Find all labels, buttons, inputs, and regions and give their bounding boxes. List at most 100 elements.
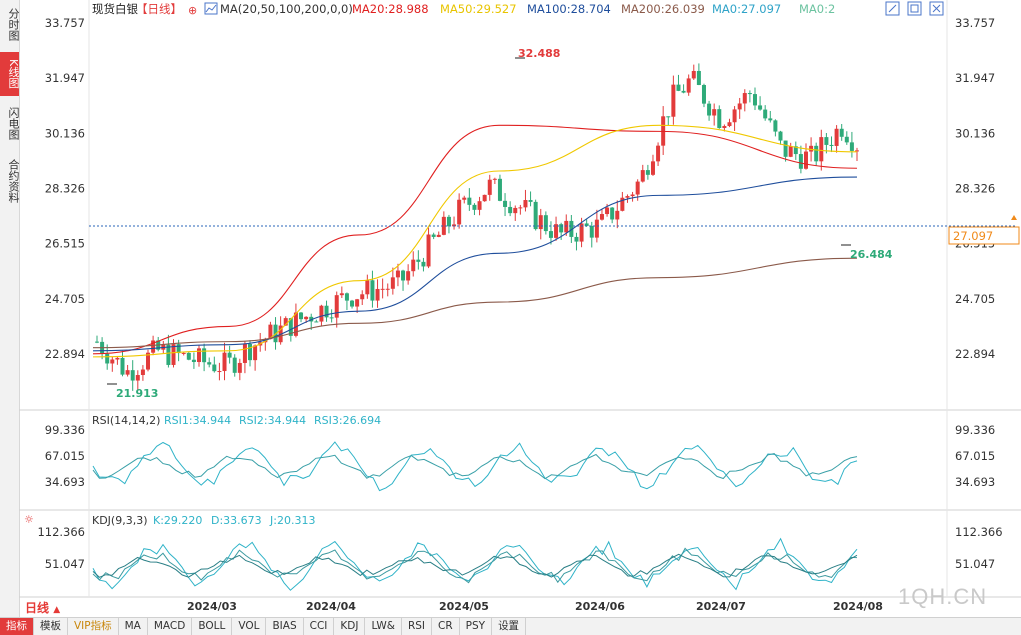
date-axis: 2024/03 2024/04 2024/05 2024/06 2024/07 2024/… <box>187 600 883 613</box>
candle-body <box>620 197 625 211</box>
indicator-tab[interactable]: CR <box>432 618 460 635</box>
current-price-label: 27.097 <box>953 229 993 243</box>
candle-body <box>844 136 849 143</box>
indicator-tab[interactable]: CCI <box>304 618 335 635</box>
tab-flash-chart[interactable]: 闪电图 <box>7 106 20 140</box>
indicator-tab[interactable]: MACD <box>148 618 193 635</box>
candle-body <box>329 317 334 319</box>
price-tick-left: 26.515 <box>45 237 85 251</box>
price-tick-left: 28.326 <box>45 181 85 195</box>
candle-body <box>130 370 135 381</box>
indicator-tab[interactable]: KDJ <box>334 618 366 635</box>
period-selector[interactable]: 日线 ▲ <box>25 600 75 616</box>
tab-contract-info[interactable]: 合约资料 <box>7 159 20 203</box>
candle-body <box>615 210 620 220</box>
price-tick-right: 30.136 <box>955 126 995 140</box>
price-tick-right: 31.947 <box>955 71 995 85</box>
candle-body <box>426 234 431 267</box>
candle-body <box>191 359 196 363</box>
tab-time-chart[interactable]: 分时图 <box>7 7 20 41</box>
candle-body <box>717 109 722 128</box>
sidebar: 分时图 K线图 闪电图 合约资料 <box>0 0 20 634</box>
candle-body <box>242 344 247 363</box>
indicator-tab[interactable]: 设置 <box>492 618 527 635</box>
kdj-d-line <box>92 553 858 578</box>
indicator-tab[interactable]: 模板 <box>34 618 68 635</box>
add-indicator-icon[interactable]: ⊕ <box>188 4 197 17</box>
period-label-text: 日线 <box>25 601 50 615</box>
price-axis-left: 33.757 31.947 30.136 28.326 26.515 24.705 22.8… <box>45 16 85 361</box>
indicator-tab[interactable]: LW& <box>365 618 402 635</box>
candle-body <box>671 84 676 117</box>
candle-body <box>579 223 584 242</box>
candle-body <box>513 207 518 214</box>
indicator-tab[interactable]: RSI <box>402 618 432 635</box>
candle-body <box>503 200 508 207</box>
candle-body <box>584 223 589 226</box>
candle-body <box>380 288 385 290</box>
kdj-settings-icon[interactable]: ☼ <box>24 513 34 526</box>
candle-body <box>467 197 472 205</box>
candle-body <box>283 318 288 326</box>
candle-body <box>202 348 207 363</box>
candle-body <box>610 207 615 220</box>
price-axis-right: 33.75731.94730.13628.32626.51524.70522.8… <box>955 16 995 361</box>
indicator-tab[interactable]: VIP指标 <box>68 618 119 635</box>
candle-body <box>742 93 747 104</box>
candle-body <box>788 146 793 157</box>
price-tick-left: 33.757 <box>45 16 85 30</box>
candle-body <box>431 234 436 237</box>
candle-body <box>140 369 145 376</box>
indicator-tab[interactable]: 指标 <box>0 618 34 635</box>
close-icon[interactable] <box>929 1 944 16</box>
candle-body <box>105 353 110 364</box>
chart-settings-icon-glyph <box>205 4 217 13</box>
kdj-axis-right: 112.366 51.047 <box>955 525 1003 571</box>
ma50-value: MA50:29.527 <box>440 2 517 16</box>
indicator-tab[interactable]: BOLL <box>192 618 233 635</box>
rsi1-line <box>92 441 858 492</box>
candle-body <box>416 259 421 262</box>
candle-body <box>824 137 829 145</box>
candle-body <box>324 305 329 318</box>
candle-body <box>120 357 125 375</box>
candle-body <box>166 344 171 365</box>
candle-body <box>640 170 645 182</box>
kdj-tick-right: 51.047 <box>955 557 995 571</box>
rsi3-value: RSI3:26.694 <box>314 414 381 427</box>
candle-body <box>798 154 803 169</box>
chart-settings-icon[interactable] <box>204 2 218 15</box>
indicator-tab[interactable]: BIAS <box>266 618 304 635</box>
candle-body <box>635 181 640 195</box>
candle-body <box>809 145 814 152</box>
expand-icon[interactable] <box>885 1 900 16</box>
candle-body <box>248 344 253 361</box>
kdj-title: KDJ(9,3,3) <box>92 514 148 527</box>
candle-body <box>696 70 701 85</box>
tab-kline-chart[interactable]: K线图 <box>0 52 20 96</box>
rsi-axis-left: 99.336 67.015 34.693 <box>45 423 85 489</box>
candle-body <box>686 78 691 93</box>
candle-body <box>518 207 523 209</box>
candle-body <box>814 145 819 162</box>
rsi-tick-left: 34.693 <box>45 475 85 489</box>
kline-chart[interactable]: 现货白银 【日线】 ⊕ MA(20,50,100,200,0,0) MA20:2… <box>19 0 1021 617</box>
candle-body <box>783 140 788 157</box>
indicator-tab[interactable]: MA <box>119 618 148 635</box>
candle-body <box>197 348 202 363</box>
candle-body <box>207 362 212 365</box>
candle-body <box>390 277 395 289</box>
candle-body <box>538 215 543 230</box>
candle-body <box>339 293 344 296</box>
indicator-tab[interactable]: PSY <box>460 618 493 635</box>
candle-body <box>110 359 115 364</box>
kdj-k-value: K:29.220 <box>153 514 202 527</box>
indicator-tab[interactable]: VOL <box>232 618 267 635</box>
date-tick: 2024/08 <box>833 600 883 613</box>
ma-line-ma50 <box>92 124 858 358</box>
candle-body <box>441 216 446 235</box>
rsi-tick-left: 67.015 <box>45 449 85 463</box>
maximize-icon[interactable] <box>907 1 922 16</box>
candle-body <box>599 214 604 220</box>
date-tick: 2024/05 <box>439 600 489 613</box>
